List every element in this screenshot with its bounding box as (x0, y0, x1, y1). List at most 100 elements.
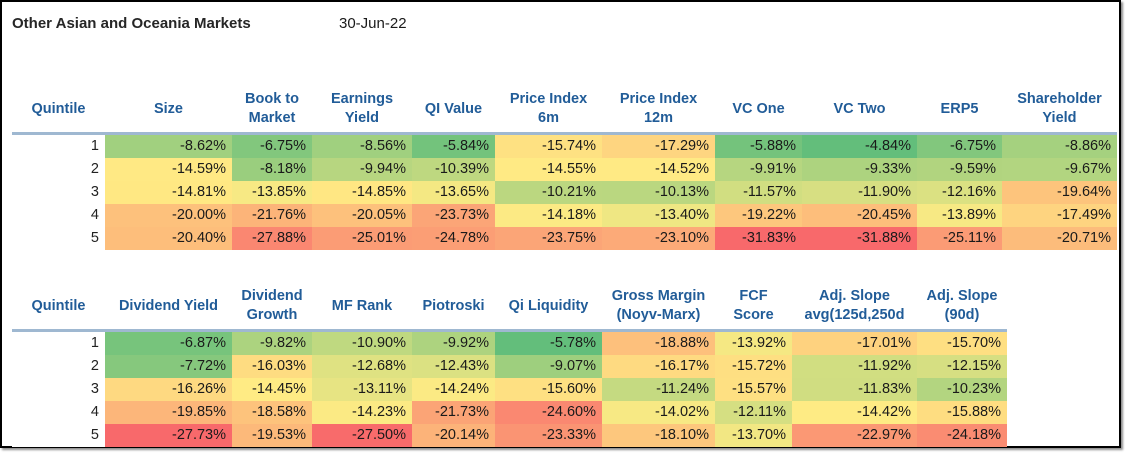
quintile-table-2: Quintile Dividend Yield Dividend Growth MF … (12, 283, 1007, 447)
quintile-cell: 4 (12, 204, 105, 227)
value-cell: -23.75% (495, 227, 602, 250)
table-row: 4 -20.00% -21.76% -20.05% -23.73% -14.18% -13.… (12, 204, 1117, 227)
quintile-cell: 3 (12, 181, 105, 204)
value-cell: -14.18% (495, 204, 602, 227)
table-row: 1 -6.87% -9.82% -10.90% -9.92% -5.78% -18.88% -… (12, 332, 1007, 355)
value-cell: -5.88% (715, 135, 802, 158)
value-cell: -24.18% (917, 424, 1007, 447)
value-cell: -16.17% (602, 355, 715, 378)
value-cell: -14.42% (792, 401, 917, 424)
table-row: 1 -8.62% -6.75% -8.56% -5.84% -15.74% -17.29% -… (12, 135, 1117, 158)
value-cell: -8.62% (105, 135, 232, 158)
value-cell: -23.10% (602, 227, 715, 250)
column-header-cell: ERP5 (940, 100, 979, 117)
column-header-cell: VC One (732, 100, 785, 117)
value-cell: -25.01% (312, 227, 412, 250)
quintile-cell: 2 (12, 158, 105, 181)
value-cell: -27.88% (232, 227, 312, 250)
value-cell: -13.89% (917, 204, 1002, 227)
value-cell: -20.40% (105, 227, 232, 250)
value-cell: -21.76% (232, 204, 312, 227)
value-cell: -9.82% (232, 332, 312, 355)
column-header-cell: Adj. Slope avg(125d,250d (804, 288, 905, 323)
value-cell: -10.23% (917, 378, 1007, 401)
quintile-cell: 5 (12, 227, 105, 250)
quintile-cell: 5 (12, 424, 105, 447)
value-cell: -8.86% (1002, 135, 1117, 158)
column-header-cell: VC Two (833, 100, 886, 117)
value-cell: -13.85% (232, 181, 312, 204)
column-header-cell: FCF Score (733, 288, 774, 323)
report-header: Other Asian and Oceania Markets 30-Jun-2… (12, 15, 1102, 37)
header-underline (12, 132, 1117, 135)
column-header-cell: QI Value (424, 100, 483, 117)
value-cell: -23.73% (412, 204, 495, 227)
value-cell: -24.60% (495, 401, 602, 424)
value-cell: -27.50% (312, 424, 412, 447)
value-cell: -12.11% (715, 401, 792, 424)
header-row: Quintile Dividend Yield Dividend Growth MF … (12, 283, 1007, 329)
value-cell: -22.97% (792, 424, 917, 447)
quintile-cell: 4 (12, 401, 105, 424)
value-cell: -19.22% (715, 204, 802, 227)
quintile-header-cell: Quintile (31, 100, 86, 117)
value-cell: -24.78% (412, 227, 495, 250)
value-cell: -6.87% (105, 332, 232, 355)
value-cell: -19.85% (105, 401, 232, 424)
value-cell: -31.88% (802, 227, 917, 250)
value-cell: -13.92% (715, 332, 792, 355)
value-cell: -15.74% (495, 135, 602, 158)
column-header-cell: Earnings Yield (330, 91, 394, 126)
table-row: 5 -20.40% -27.88% -25.01% -24.78% -23.75% -23.… (12, 227, 1117, 250)
value-cell: -20.71% (1002, 227, 1117, 250)
value-cell: -14.81% (105, 181, 232, 204)
value-cell: -9.07% (495, 355, 602, 378)
value-cell: -11.92% (792, 355, 917, 378)
quintile-cell: 2 (12, 355, 105, 378)
value-cell: -10.13% (602, 181, 715, 204)
column-header-cell: Price Index 6m (509, 91, 588, 126)
report-frame: Other Asian and Oceania Markets 30-Jun-2… (0, 0, 1121, 448)
value-cell: -10.21% (495, 181, 602, 204)
quintile-cell: 1 (12, 332, 105, 355)
value-cell: -17.49% (1002, 204, 1117, 227)
value-cell: -19.53% (232, 424, 312, 447)
value-cell: -11.90% (802, 181, 917, 204)
value-cell: -14.52% (602, 158, 715, 181)
value-cell: -8.56% (312, 135, 412, 158)
value-cell: -11.57% (715, 181, 802, 204)
column-header-cell: Adj. Slope (90d) (926, 288, 998, 323)
value-cell: -19.64% (1002, 181, 1117, 204)
table-row: 2 -14.59% -8.18% -9.94% -10.39% -14.55% -14.52… (12, 158, 1117, 181)
value-cell: -12.15% (917, 355, 1007, 378)
value-cell: -14.85% (312, 181, 412, 204)
value-cell: -20.00% (105, 204, 232, 227)
value-cell: -14.23% (312, 401, 412, 424)
value-cell: -5.84% (412, 135, 495, 158)
value-cell: -31.83% (715, 227, 802, 250)
column-header-cell: Qi Liquidity (508, 297, 589, 314)
value-cell: -12.43% (412, 355, 495, 378)
value-cell: -15.88% (917, 401, 1007, 424)
value-cell: -9.92% (412, 332, 495, 355)
value-cell: -15.60% (495, 378, 602, 401)
column-header-cell: Size (153, 100, 183, 117)
table-row: 2 -7.72% -16.03% -12.68% -12.43% -9.07% -16.17… (12, 355, 1007, 378)
value-cell: -9.91% (715, 158, 802, 181)
value-cell: -12.68% (312, 355, 412, 378)
value-cell: -13.70% (715, 424, 792, 447)
value-cell: -13.65% (412, 181, 495, 204)
table-row: 4 -19.85% -18.58% -14.23% -21.73% -24.60% -14.… (12, 401, 1007, 424)
column-header-cell: Shareholder Yield (1017, 91, 1102, 126)
value-cell: -23.33% (495, 424, 602, 447)
column-header-cell: Dividend Growth (241, 288, 303, 323)
value-cell: -20.45% (802, 204, 917, 227)
table-row: 5 -27.73% -19.53% -27.50% -20.14% -23.33% -18.… (12, 424, 1007, 447)
value-cell: -18.10% (602, 424, 715, 447)
value-cell: -10.90% (312, 332, 412, 355)
value-cell: -16.03% (232, 355, 312, 378)
value-cell: -14.45% (232, 378, 312, 401)
value-cell: -9.67% (1002, 158, 1117, 181)
value-cell: -11.83% (792, 378, 917, 401)
column-header-cell: Piotroski (422, 297, 485, 314)
